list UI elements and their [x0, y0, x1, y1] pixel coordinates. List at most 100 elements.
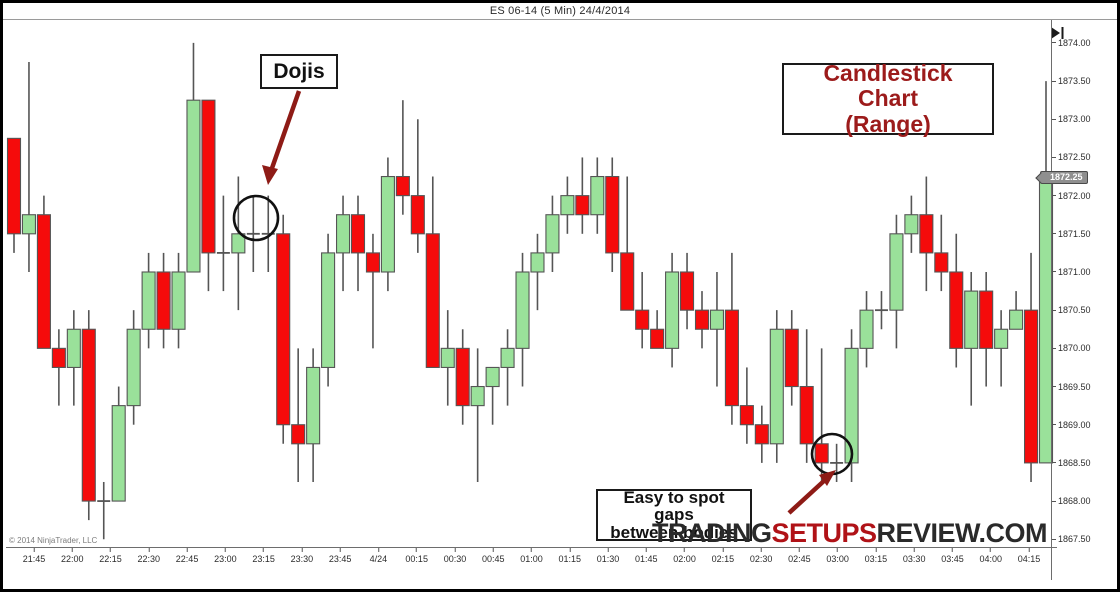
- candlestick[interactable]: [1023, 252, 1039, 482]
- candlestick[interactable]: [605, 157, 620, 272]
- candlestick[interactable]: [709, 271, 725, 387]
- candlestick[interactable]: [51, 329, 66, 406]
- candlestick[interactable]: [1038, 81, 1054, 464]
- time-tick-label: 23:45: [328, 554, 352, 564]
- price-axis-tick: 1868.00: [1052, 496, 1091, 506]
- candlestick[interactable]: [171, 252, 186, 349]
- candlestick[interactable]: [889, 214, 904, 349]
- candlestick[interactable]: [650, 310, 665, 349]
- time-tick-mark: [684, 548, 686, 552]
- candlestick[interactable]: [530, 233, 545, 311]
- time-axis-tick: 02:30: [750, 548, 772, 564]
- candle-body-down: [51, 347, 66, 368]
- candlestick[interactable]: [111, 386, 126, 502]
- price-axis[interactable]: 1874.00 1873.50 1873.00 1872.50 1872.00 1871.…: [1040, 20, 1114, 580]
- candlestick[interactable]: [350, 195, 366, 292]
- price-axis-tick: 1872.00: [1052, 191, 1091, 201]
- candlestick[interactable]: [216, 195, 230, 292]
- candlestick[interactable]: [321, 233, 336, 387]
- candlestick[interactable]: [306, 348, 321, 482]
- price-tick-mark: [1052, 233, 1056, 235]
- callout-title-line1: Candlestick Chart: [823, 60, 953, 112]
- time-tick-mark: [454, 548, 456, 552]
- price-tick-mark: [1052, 309, 1056, 311]
- time-tick-mark: [531, 548, 532, 552]
- price-axis-tick: 1873.50: [1052, 76, 1091, 86]
- candlestick[interactable]: [949, 233, 964, 368]
- candlestick[interactable]: [874, 291, 888, 330]
- candlestick[interactable]: [919, 176, 934, 292]
- candlestick[interactable]: [515, 252, 530, 387]
- candlestick[interactable]: [66, 310, 81, 406]
- skip-to-end-icon[interactable]: [1047, 25, 1069, 41]
- candlestick[interactable]: [126, 310, 141, 425]
- candlestick[interactable]: [844, 329, 859, 482]
- candlestick[interactable]: [201, 99, 216, 292]
- time-axis-tick: 23:45: [328, 548, 352, 564]
- candlestick[interactable]: [814, 348, 829, 482]
- candlestick[interactable]: [6, 137, 22, 253]
- candlestick[interactable]: [904, 195, 919, 253]
- candlestick[interactable]: [1009, 291, 1024, 330]
- candlestick[interactable]: [934, 214, 949, 292]
- candlestick[interactable]: [635, 271, 650, 349]
- candlestick[interactable]: [964, 271, 979, 406]
- candle-body-up: [844, 347, 859, 464]
- candlestick[interactable]: [724, 252, 739, 425]
- candlestick[interactable]: [231, 176, 246, 311]
- callout-gaps-label: Easy to spot gaps between bodies: [606, 488, 742, 542]
- candle-body-up: [769, 328, 784, 445]
- candlestick[interactable]: [21, 61, 37, 272]
- time-axis-tick: 02:45: [788, 548, 811, 564]
- candlestick-plot-area[interactable]: [6, 20, 1057, 553]
- callout-gaps: Easy to spot gaps between bodies: [596, 488, 752, 542]
- candlestick[interactable]: [455, 329, 470, 425]
- candlestick[interactable]: [365, 233, 381, 349]
- price-axis-tick: 1873.00: [1052, 114, 1091, 124]
- candle-body-down: [395, 175, 410, 197]
- candlestick[interactable]: [261, 195, 275, 272]
- candlestick[interactable]: [620, 176, 635, 311]
- candlestick[interactable]: [36, 195, 51, 349]
- time-axis[interactable]: 21:45 22:00 22:15 22:30 22:45 23:00 23:15 23:30…: [6, 547, 1057, 586]
- candle-body-up: [964, 290, 979, 349]
- candle-body-up: [186, 99, 201, 273]
- candlestick[interactable]: [291, 348, 306, 482]
- candlestick[interactable]: [440, 310, 455, 406]
- candlestick[interactable]: [545, 195, 560, 272]
- candlestick[interactable]: [246, 195, 260, 272]
- candlestick[interactable]: [395, 100, 410, 215]
- candlestick[interactable]: [81, 310, 96, 521]
- candlestick[interactable]: [97, 481, 111, 540]
- candlestick[interactable]: [485, 366, 500, 425]
- candlestick[interactable]: [799, 329, 814, 463]
- candlestick[interactable]: [979, 271, 994, 387]
- candlestick[interactable]: [380, 157, 395, 292]
- candlestick[interactable]: [276, 214, 291, 444]
- candlestick[interactable]: [186, 42, 201, 273]
- price-axis-tick: 1868.50: [1052, 458, 1091, 468]
- candlestick[interactable]: [994, 310, 1009, 387]
- candlestick[interactable]: [739, 367, 754, 444]
- candlestick[interactable]: [575, 157, 590, 234]
- candlestick[interactable]: [679, 252, 695, 330]
- candlestick[interactable]: [560, 176, 575, 234]
- candlestick[interactable]: [694, 291, 710, 349]
- candlestick[interactable]: [784, 310, 799, 406]
- candlestick[interactable]: [156, 252, 171, 349]
- candlestick[interactable]: [500, 329, 515, 406]
- candlestick[interactable]: [830, 443, 844, 482]
- candlestick[interactable]: [425, 176, 440, 368]
- time-tick-mark: [301, 548, 303, 552]
- candlestick[interactable]: [769, 310, 784, 463]
- candlestick[interactable]: [470, 348, 485, 482]
- candlestick[interactable]: [590, 157, 605, 234]
- candle-body-up: [590, 175, 605, 216]
- price-tick-label: 1874.00: [1058, 37, 1091, 48]
- candlestick[interactable]: [859, 291, 874, 368]
- candlestick[interactable]: [141, 252, 156, 349]
- candlestick[interactable]: [335, 195, 351, 292]
- candlestick[interactable]: [665, 252, 680, 368]
- candlestick[interactable]: [754, 405, 769, 463]
- candlestick[interactable]: [410, 119, 425, 253]
